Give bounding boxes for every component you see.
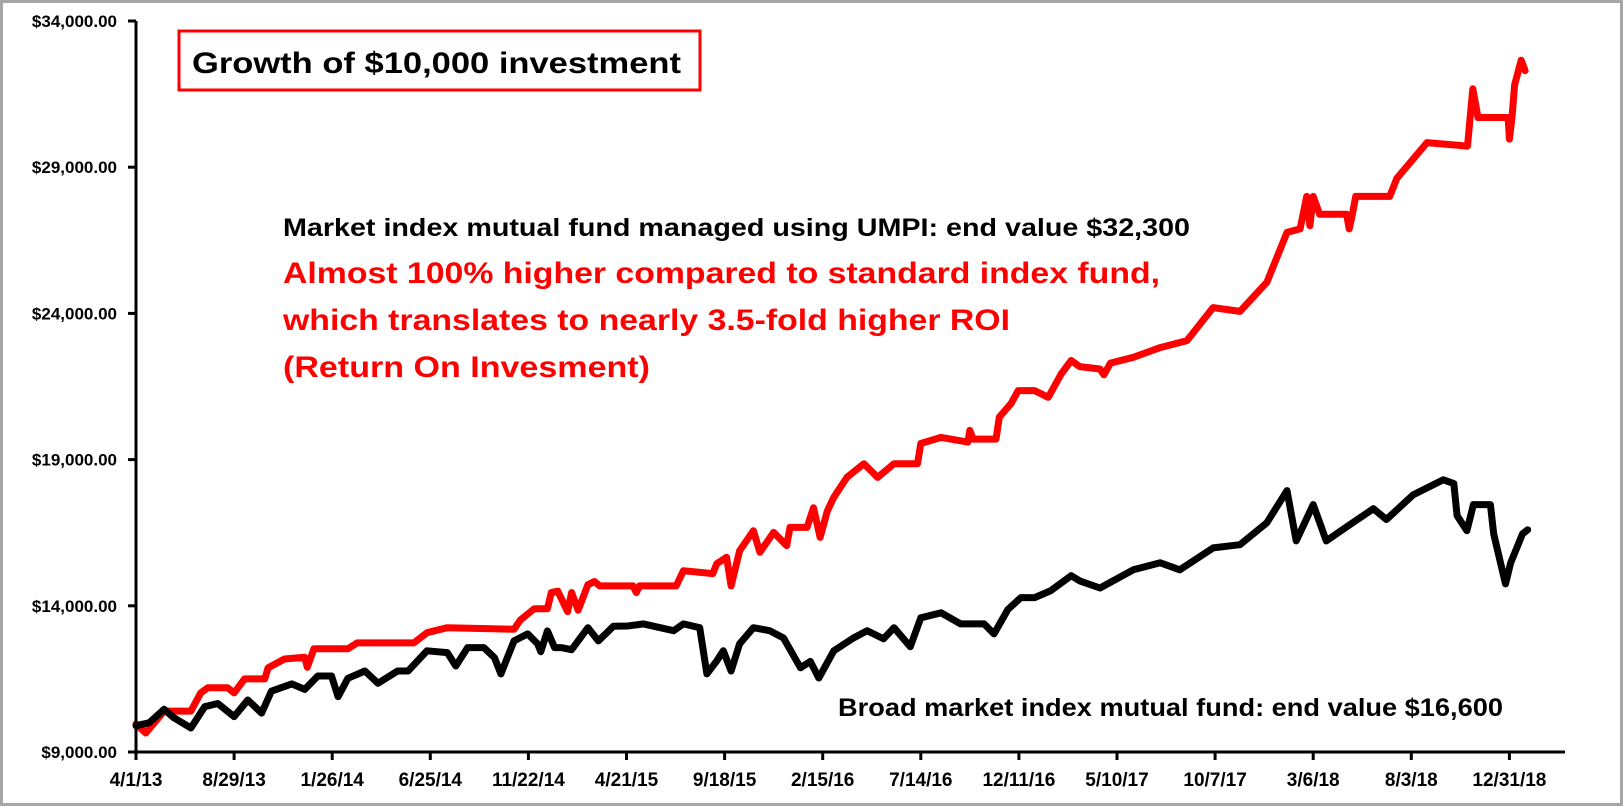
y-tick-label: $19,000.00 (32, 451, 117, 470)
x-tick-label: 8/3/18 (1385, 770, 1438, 791)
x-tick-label: 12/31/18 (1472, 770, 1546, 791)
x-tick-label: 11/22/14 (492, 770, 565, 791)
title-box (177, 29, 702, 92)
y-tick-label: $34,000.00 (32, 12, 117, 31)
x-tick-label: 9/18/15 (693, 770, 757, 791)
x-tick-label: 2/15/16 (791, 770, 854, 791)
broad-end-value-label: Broad market index mutual fund: end valu… (838, 694, 1503, 722)
x-tick-label: 4/21/15 (595, 770, 659, 791)
x-tick-label: 8/29/13 (202, 770, 265, 791)
x-tick-label: 4/1/13 (110, 770, 163, 791)
x-tick-label: 6/25/14 (399, 770, 463, 791)
y-tick-label: $9,000.00 (41, 743, 117, 762)
y-tick-label: $14,000.00 (32, 597, 117, 616)
x-ticks: 4/1/13 8/29/13 1/26/14 6/25/14 11/22/14 4/21/… (110, 752, 1546, 791)
y-ticks: $9,000.00 $14,000.00 $19,000.00 $24,000.00 $… (32, 12, 136, 762)
x-tick-label: 1/26/14 (300, 770, 364, 791)
umpi-end-value-label: Market index mutual fund managed using U… (283, 214, 1190, 242)
axes (134, 21, 1565, 754)
y-tick-label: $29,000.00 (32, 158, 117, 177)
x-tick-label: 3/6/18 (1287, 770, 1340, 791)
comparison-line-3: (Return On Invesment) (283, 351, 650, 384)
broad-market-fund-line (132, 476, 1532, 732)
x-tick-label: 7/14/16 (889, 770, 952, 791)
umpi-fund-line (132, 56, 1529, 737)
x-tick-label: 10/7/17 (1183, 770, 1246, 791)
series-layer (132, 56, 1532, 737)
chart-title: Growth of $10,000 investment (192, 47, 681, 80)
comparison-line-2: which translates to nearly 3.5-fold high… (282, 304, 1010, 337)
x-tick-label: 12/11/16 (982, 770, 1055, 791)
comparison-line-1: Almost 100% higher compared to standard … (283, 257, 1160, 290)
y-tick-label: $24,000.00 (32, 304, 117, 323)
x-tick-label: 5/10/17 (1085, 770, 1148, 791)
